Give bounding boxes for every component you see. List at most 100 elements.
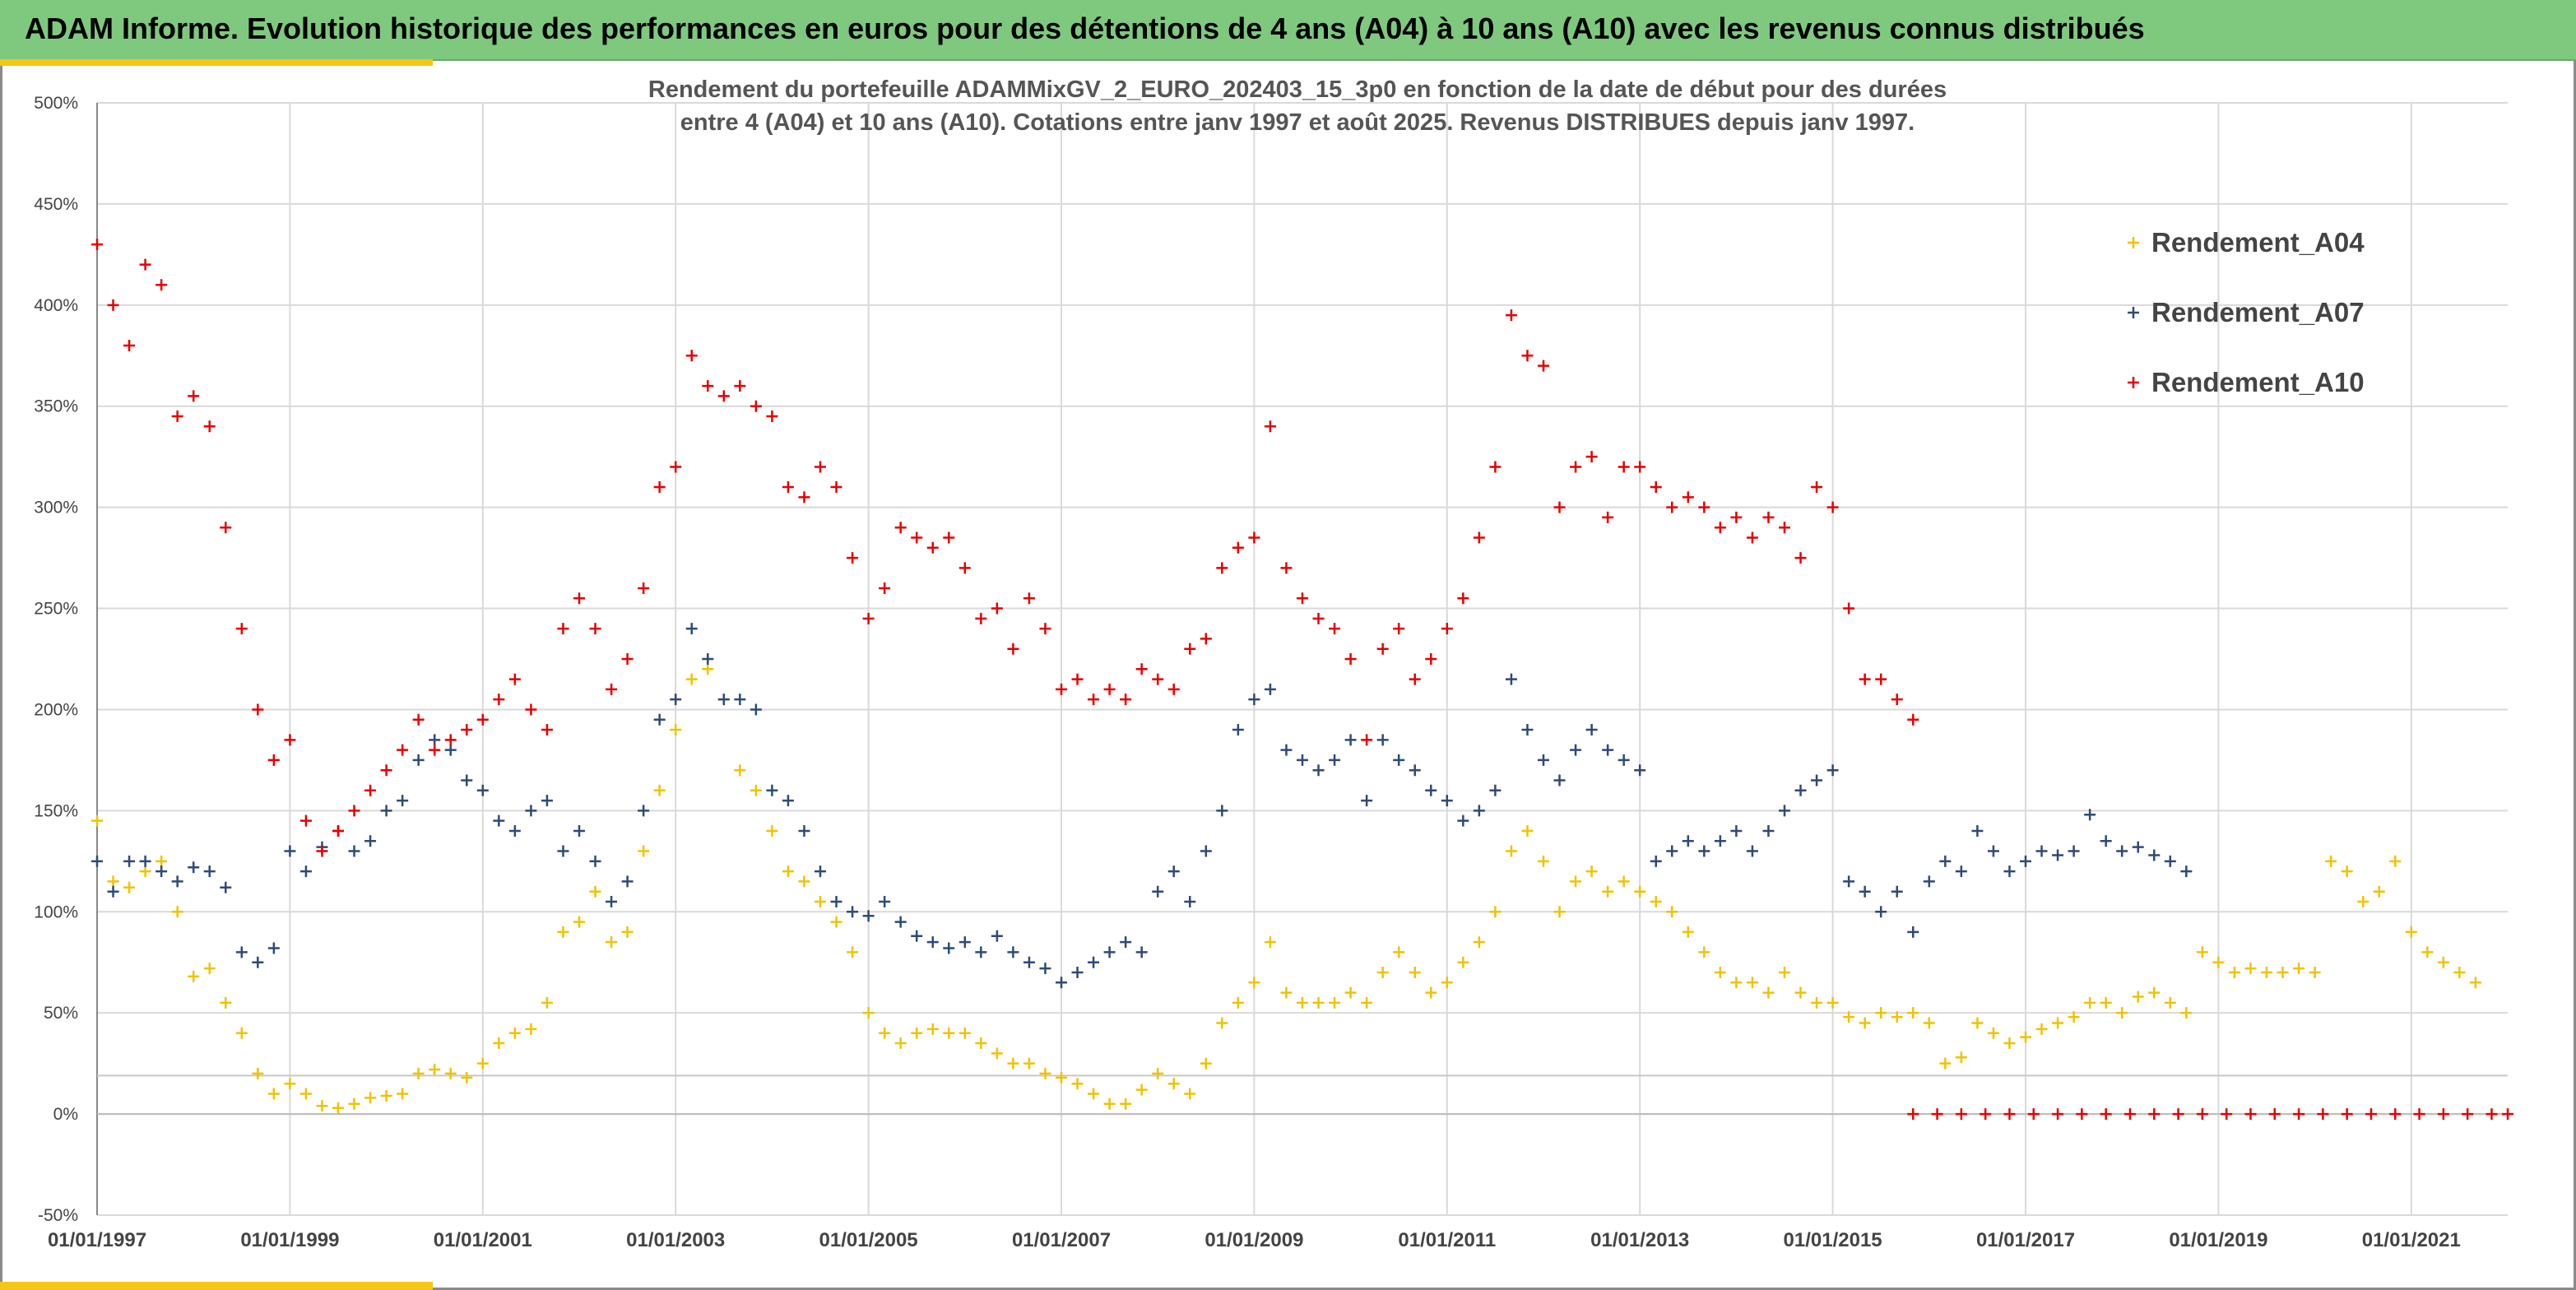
data-point (2084, 996, 2096, 1009)
axes: -50% 0% 50% 100% 150% 200% 250% 300% 350% 400% 450… (34, 94, 2508, 1251)
data-point (220, 881, 232, 893)
x-tick-label: 01/01/2017 (1976, 1229, 2075, 1251)
data-point (2164, 855, 2176, 867)
data-point (1779, 805, 1790, 817)
data-point (1344, 653, 1357, 665)
data-point (1361, 795, 1373, 807)
data-point (1666, 906, 1678, 918)
data-point (1280, 744, 1293, 756)
data-point (2068, 845, 2080, 857)
data-point (1167, 1078, 1180, 1090)
data-point (685, 350, 698, 362)
data-point (1826, 764, 1839, 777)
data-point (1730, 824, 1743, 837)
data-point (717, 694, 730, 706)
data-point (2309, 967, 2321, 979)
data-point (541, 724, 553, 736)
data-point (2052, 1017, 2064, 1029)
data-point (685, 673, 698, 685)
data-point (2268, 1108, 2281, 1121)
data-point (171, 906, 183, 918)
data-point (91, 855, 103, 867)
data-point (2164, 996, 2176, 1009)
data-point (1987, 1027, 1999, 1039)
data-point (2132, 841, 2144, 853)
data-point (2325, 855, 2337, 867)
data-point (1570, 744, 1582, 756)
data-point (364, 835, 377, 847)
data-point (750, 400, 762, 412)
data-point (798, 875, 810, 888)
data-point (1344, 734, 1357, 746)
data-point (1039, 963, 1051, 975)
data-point (267, 754, 280, 766)
y-tick-label: 450% (34, 195, 78, 214)
data-point (1682, 926, 1694, 938)
data-point (670, 694, 682, 706)
data-point (1280, 562, 1293, 574)
data-point (991, 930, 1003, 942)
data-point (2453, 967, 2466, 979)
y-tick-label: 200% (34, 700, 78, 719)
data-point (2100, 1108, 2112, 1121)
x-tick-label: 01/01/2003 (626, 1229, 725, 1251)
data-point (2196, 946, 2208, 958)
data-point (2462, 1108, 2474, 1121)
data-point (267, 1088, 280, 1100)
data-point (573, 592, 585, 605)
data-point (444, 744, 457, 756)
data-point (847, 946, 859, 958)
data-point (1875, 906, 1887, 918)
data-point (1650, 855, 1662, 867)
data-point (1634, 885, 1646, 898)
data-point (1923, 1017, 1935, 1029)
data-point (1167, 865, 1180, 878)
data-point (1264, 936, 1276, 949)
data-point (267, 942, 280, 954)
data-point (1843, 1011, 1855, 1023)
data-point (2244, 963, 2257, 975)
data-point (1184, 643, 1196, 655)
x-tick-label: 01/01/1997 (48, 1229, 146, 1251)
data-point (525, 703, 537, 716)
data-point (2437, 1108, 2449, 1121)
data-point (332, 824, 344, 837)
data-point (782, 795, 794, 807)
data-point (1088, 956, 1100, 968)
data-point (2148, 1108, 2161, 1121)
data-point (1489, 461, 1502, 473)
data-point (1746, 845, 1758, 857)
data-point (879, 582, 891, 594)
data-point (1859, 1017, 1871, 1029)
data-point (638, 845, 650, 857)
data-point (2068, 1011, 2080, 1023)
y-tick-label: 300% (34, 499, 78, 517)
data-point (894, 1037, 907, 1050)
data-point (2437, 956, 2449, 968)
data-point (1650, 895, 1662, 907)
data-point (557, 845, 569, 857)
data-point (2003, 1037, 2016, 1050)
data-point (670, 724, 682, 736)
data-point (107, 299, 119, 311)
data-point (397, 1088, 409, 1100)
data-point (847, 906, 859, 918)
data-point (1473, 936, 1485, 949)
data-point (1811, 996, 1823, 1009)
legend-marker (2128, 377, 2139, 388)
data-point (1634, 461, 1646, 473)
data-point (2228, 967, 2240, 979)
data-point (862, 910, 875, 922)
data-point (2027, 1108, 2040, 1121)
data-point (2357, 895, 2369, 907)
data-point (91, 814, 103, 827)
data-point (1152, 673, 1164, 685)
banner-title: ADAM Informe. Evolution historique des p… (25, 12, 2145, 45)
data-point (1071, 967, 1084, 979)
data-point (1361, 734, 1373, 746)
data-point (2413, 1108, 2425, 1121)
data-point (220, 996, 232, 1009)
data-point (1312, 996, 1325, 1009)
y-tick-label: 500% (34, 94, 78, 113)
data-point (1329, 623, 1341, 635)
